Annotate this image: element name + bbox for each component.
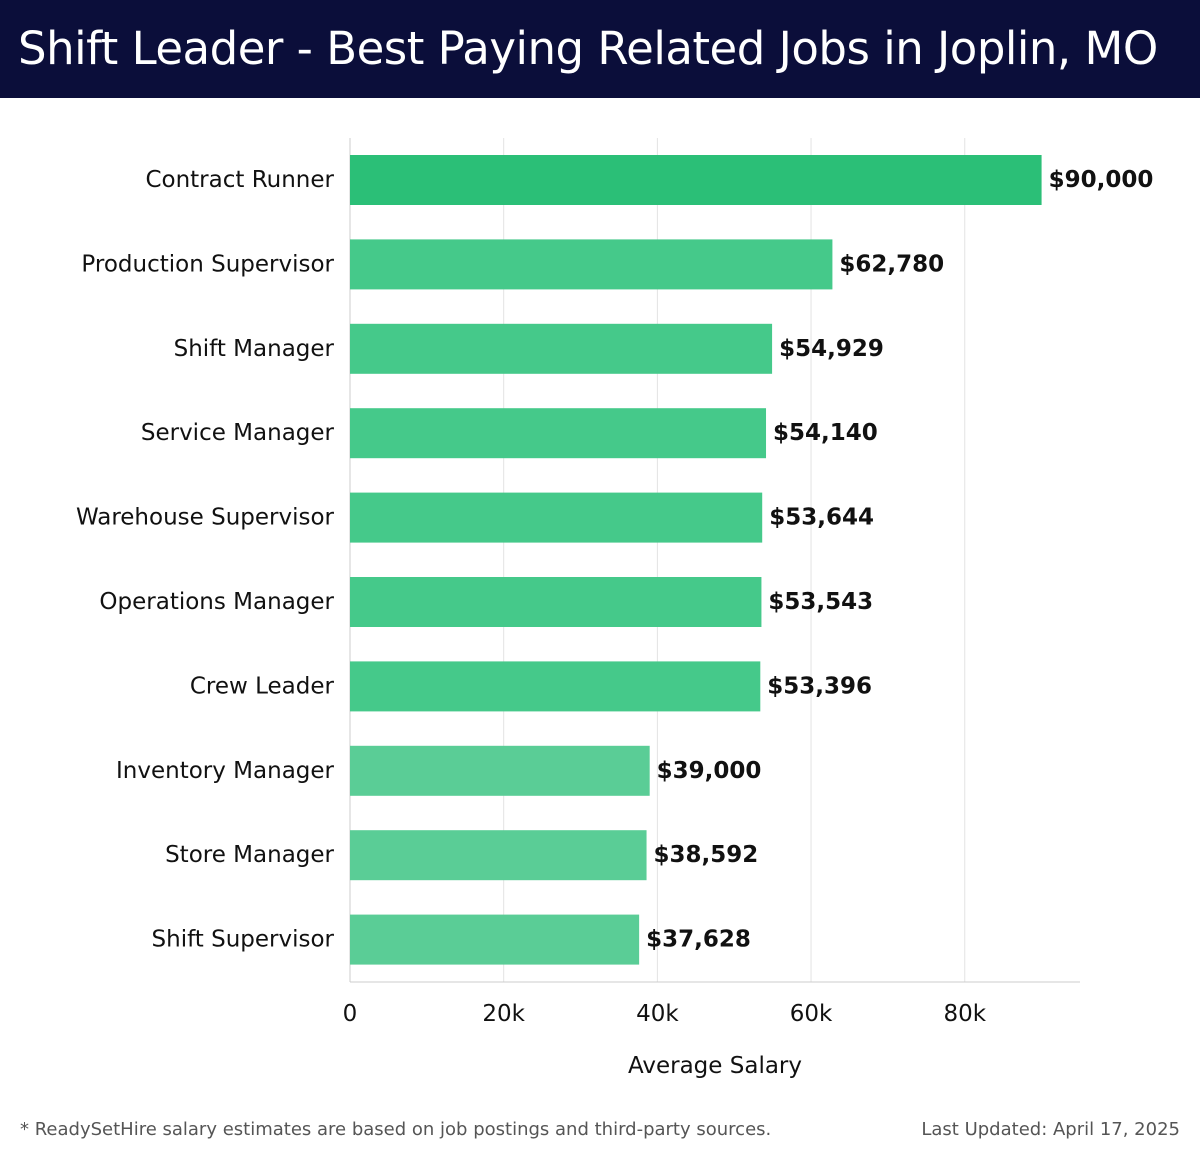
category-label: Store Manager xyxy=(165,842,334,868)
data-label: $39,000 xyxy=(657,758,762,784)
bar-chart: Contract Runner $90,000 Production Supervi… xyxy=(76,138,1154,1079)
category-label: Operations Manager xyxy=(99,589,334,615)
category-label: Crew Leader xyxy=(190,673,335,699)
bar xyxy=(350,661,761,712)
bar xyxy=(350,239,833,290)
page-title: Shift Leader - Best Paying Related Jobs … xyxy=(18,22,1158,75)
data-label: $62,780 xyxy=(839,251,944,277)
last-updated: Last Updated: April 17, 2025 xyxy=(921,1119,1180,1140)
bar xyxy=(350,155,1042,205)
x-tick-label: 80k xyxy=(943,1001,986,1027)
data-label: $38,592 xyxy=(654,842,759,868)
header-bar: Shift Leader - Best Paying Related Jobs … xyxy=(0,0,1200,98)
bar xyxy=(350,745,650,796)
x-tick-label: 60k xyxy=(790,1001,833,1027)
bar xyxy=(350,914,640,965)
x-tick-label: 20k xyxy=(482,1001,525,1027)
bar xyxy=(350,408,767,459)
x-axis-label: Average Salary xyxy=(628,1053,802,1079)
data-label: $53,644 xyxy=(769,505,874,531)
category-label: Contract Runner xyxy=(145,167,334,193)
bar xyxy=(350,492,763,543)
x-tick-label: 0 xyxy=(343,1001,358,1027)
data-label: $54,929 xyxy=(779,336,884,362)
bar xyxy=(350,577,762,627)
category-label: Warehouse Supervisor xyxy=(76,505,335,531)
x-tick-label: 40k xyxy=(636,1001,679,1027)
data-label: $54,140 xyxy=(773,420,878,446)
category-label: Service Manager xyxy=(141,420,335,446)
data-label: $53,543 xyxy=(768,589,873,615)
category-label: Inventory Manager xyxy=(116,758,335,784)
bar xyxy=(350,830,647,881)
category-label: Production Supervisor xyxy=(81,251,334,277)
data-label: $53,396 xyxy=(767,673,872,699)
data-label: $90,000 xyxy=(1049,167,1154,193)
data-label: $37,628 xyxy=(646,927,751,953)
footnote: * ReadySetHire salary estimates are base… xyxy=(20,1119,772,1140)
category-label: Shift Supervisor xyxy=(152,927,335,953)
bar xyxy=(350,323,773,374)
category-label: Shift Manager xyxy=(174,336,335,362)
